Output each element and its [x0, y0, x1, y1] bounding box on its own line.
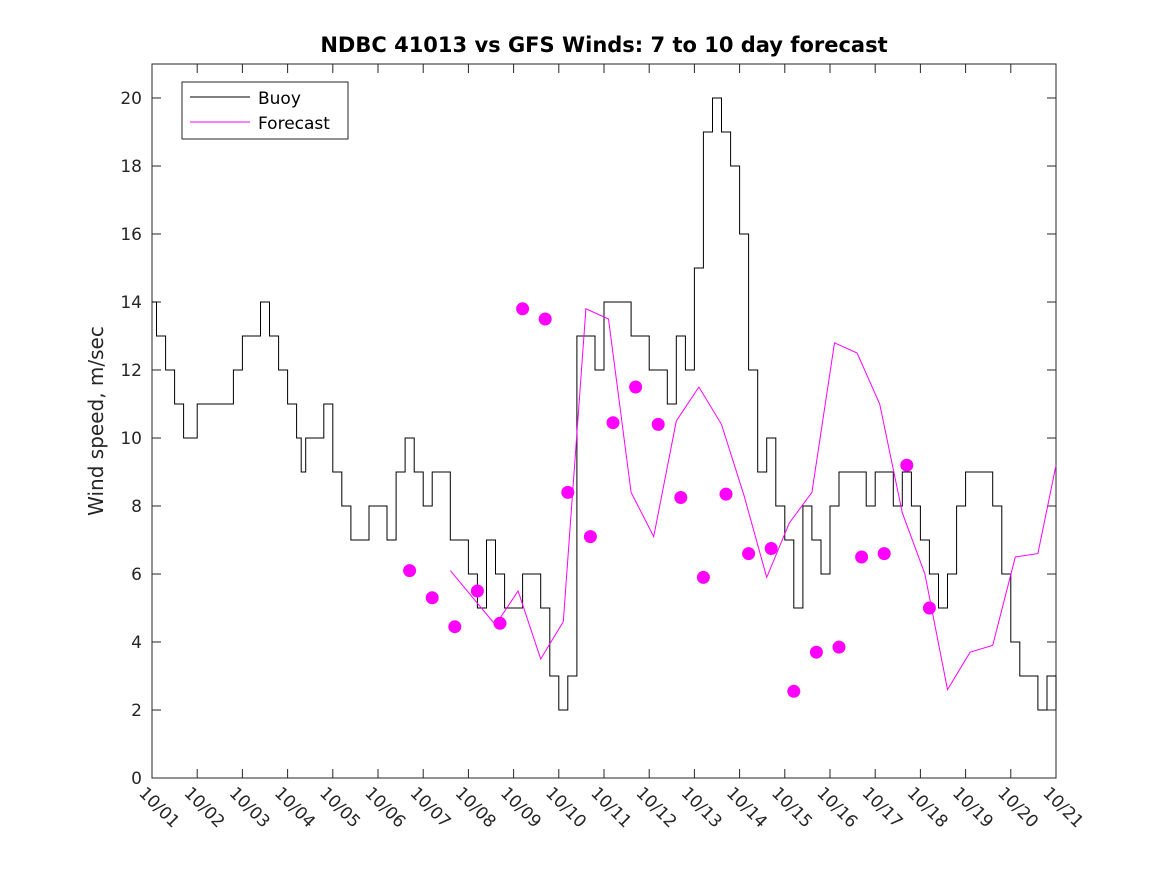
forecast-point [922, 601, 936, 615]
forecast-point [764, 542, 778, 555]
y-tick-label: 16 [120, 225, 142, 245]
forecast-point [877, 547, 891, 561]
forecast-point [538, 312, 552, 326]
forecast-point [448, 620, 462, 634]
forecast-point [470, 584, 484, 598]
forecast-point [583, 530, 597, 544]
y-tick-label: 8 [131, 497, 142, 517]
y-tick-label: 10 [120, 429, 142, 449]
forecast-point [425, 591, 439, 605]
forecast-point [651, 417, 665, 431]
forecast-point [674, 491, 688, 504]
y-tick-label: 2 [131, 701, 142, 721]
buoy-line [152, 97, 1057, 711]
forecast-point [516, 302, 530, 316]
y-tick-label: 4 [131, 633, 142, 653]
y-tick-label: 0 [131, 769, 142, 789]
forecast-point [696, 570, 710, 584]
legend: Buoy Forecast [181, 81, 349, 140]
forecast-point [742, 547, 756, 561]
y-tick-label: 18 [120, 157, 142, 177]
y-axis-label: Wind speed, m/sec [84, 326, 108, 516]
legend-label-forecast: Forecast [258, 114, 330, 134]
y-tick-label: 20 [120, 89, 142, 109]
y-tick-label: 14 [120, 293, 142, 313]
forecast-point [629, 380, 643, 394]
chart-title: NDBC 41013 vs GFS Winds: 7 to 10 day for… [320, 33, 887, 57]
forecast-point [809, 645, 823, 659]
forecast-point [606, 416, 620, 430]
forecast-point [561, 485, 575, 499]
legend-label-buoy: Buoy [258, 89, 301, 109]
forecast-point [832, 640, 846, 654]
forecast-point [403, 564, 417, 578]
y-tick-label: 12 [120, 361, 142, 381]
forecast-point [493, 616, 507, 630]
forecast-line [449, 308, 1057, 691]
forecast-point [900, 458, 914, 472]
legend-box [181, 81, 349, 140]
forecast-point [855, 550, 869, 564]
y-tick-label: 6 [131, 565, 142, 585]
forecast-point [787, 684, 801, 698]
forecast-point [719, 487, 733, 501]
